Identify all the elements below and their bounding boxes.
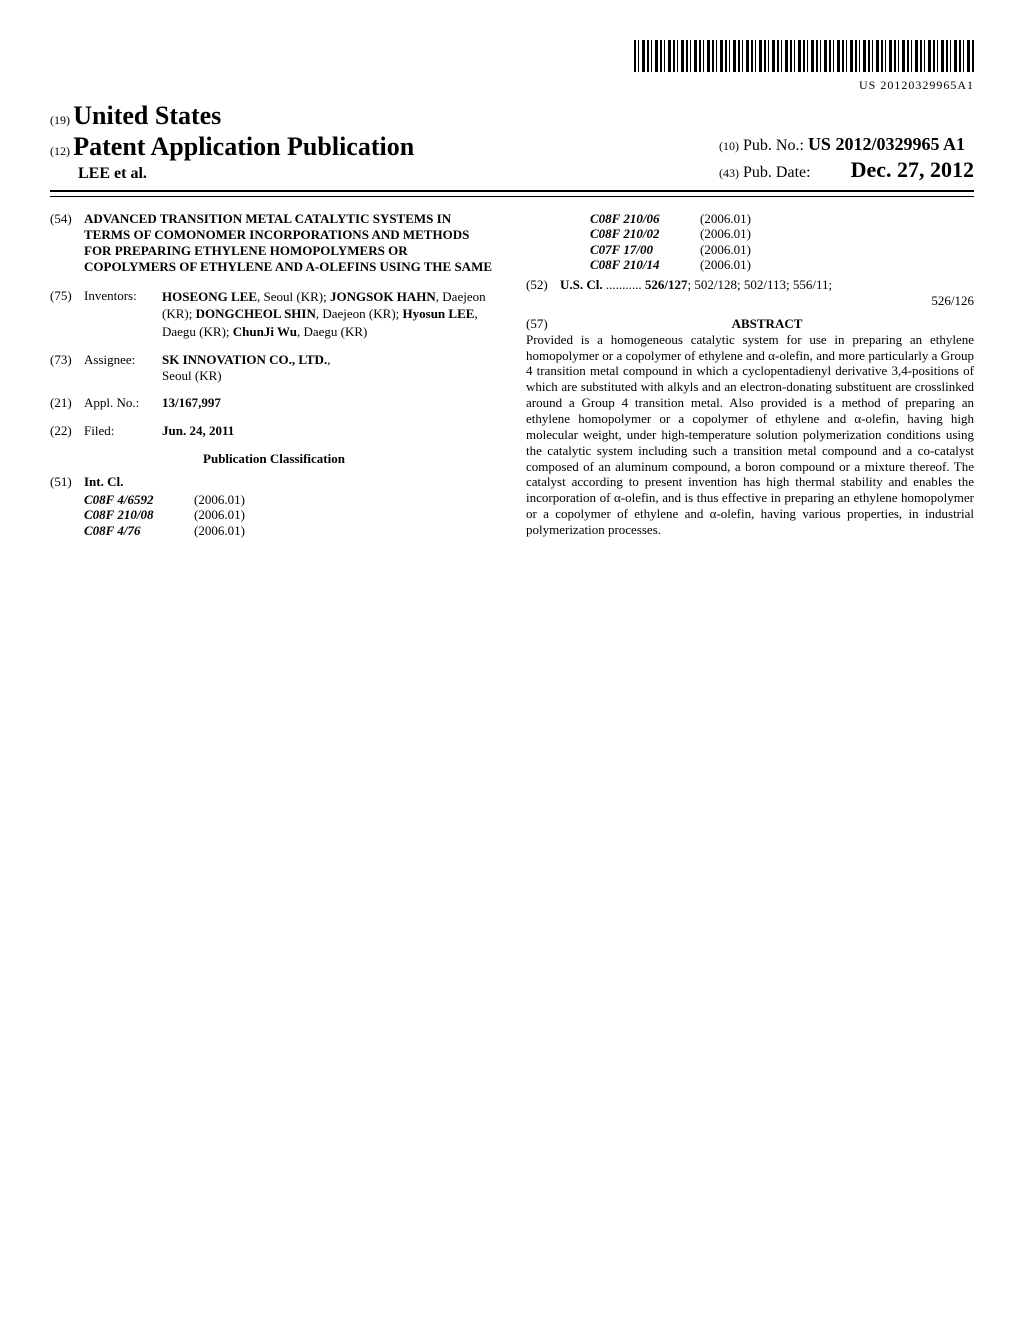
intcl-year: (2006.01) (700, 211, 751, 227)
intcl-year: (2006.01) (700, 257, 751, 273)
intcl-year: (2006.01) (194, 492, 245, 508)
assignee-label: Assignee: (84, 352, 162, 368)
field-21-num: (21) (50, 395, 84, 411)
intcl-item: C07F 17/00 (2006.01) (590, 242, 974, 258)
field-12-num: (12) (50, 144, 70, 158)
inventor-loc: Daejeon (KR) (322, 306, 395, 321)
field-19-num: (19) (50, 113, 70, 127)
inventors-list: HOSEONG LEE, Seoul (KR); JONGSOK HAHN, D… (162, 288, 498, 341)
inventors-field: (75) Inventors: HOSEONG LEE, Seoul (KR);… (50, 288, 498, 341)
publication-header: (19) United States (12) Patent Applicati… (50, 100, 974, 192)
field-22-num: (22) (50, 423, 84, 439)
intcl-item: C08F 210/02 (2006.01) (590, 226, 974, 242)
inventor-name: ChunJi Wu (233, 324, 297, 339)
appl-no-field: (21) Appl. No.: 13/167,997 (50, 395, 498, 411)
field-54-num: (54) (50, 211, 84, 227)
abstract-body: Provided is a homogeneous catalytic syst… (526, 332, 974, 538)
uscl-line2: 526/126 (526, 293, 974, 309)
intcl-code: C07F 17/00 (590, 242, 700, 258)
pub-no-label: Pub. No.: (743, 137, 804, 154)
intcl-item: C08F 210/06 (2006.01) (590, 211, 974, 227)
appl-no-label: Appl. No.: (84, 395, 162, 411)
uscl-value: U.S. Cl. ........... 526/127; 502/128; 5… (560, 277, 974, 293)
intcl-code: C08F 210/08 (84, 507, 194, 523)
barcode-graphic (634, 40, 974, 72)
filed-label: Filed: (84, 423, 162, 439)
uscl-label: U.S. Cl. (560, 277, 603, 292)
author-surname-line: LEE et al. (78, 164, 414, 183)
inventor-name: HOSEONG LEE (162, 289, 257, 304)
field-43-num: (43) (719, 166, 739, 180)
abstract-heading: ABSTRACT (560, 316, 974, 332)
uscl-field: (52) U.S. Cl. ........... 526/127; 502/1… (526, 277, 974, 293)
inventor-name: Hyosun LEE (403, 306, 475, 321)
barcode-number: US 20120329965A1 (50, 78, 974, 92)
left-column: (54) ADVANCED TRANSITION METAL CATALYTIC… (50, 211, 498, 539)
intcl-item: C08F 4/76 (2006.01) (84, 523, 498, 539)
publication-type: Patent Application Publication (73, 132, 414, 161)
intcl-code: C08F 4/76 (84, 523, 194, 539)
pub-no-value: US 2012/0329965 A1 (808, 134, 965, 154)
header-right: (10) Pub. No.: US 2012/0329965 A1 (43) P… (719, 134, 974, 184)
field-73-num: (73) (50, 352, 84, 368)
inventor-loc: Daegu (KR) (162, 324, 226, 339)
appl-no-value: 13/167,997 (162, 395, 498, 411)
intcl-year: (2006.01) (194, 507, 245, 523)
inventor-loc: Daegu (KR) (303, 324, 367, 339)
header-rule (50, 196, 974, 197)
inventors-label: Inventors: (84, 288, 162, 304)
intcl-code: C08F 210/06 (590, 211, 700, 227)
pub-class-heading: Publication Classification (50, 451, 498, 467)
intcl-code: C08F 210/02 (590, 226, 700, 242)
intcl-year: (2006.01) (700, 242, 751, 258)
field-57-num: (57) (526, 316, 560, 332)
intcl-item: C08F 210/14 (2006.01) (590, 257, 974, 273)
assignee-loc: Seoul (KR) (162, 368, 222, 383)
assignee-field: (73) Assignee: SK INNOVATION CO., LTD., … (50, 352, 498, 383)
assignee-name: SK INNOVATION CO., LTD. (162, 352, 327, 367)
field-52-num: (52) (526, 277, 560, 293)
barcode-region: US 20120329965A1 (50, 40, 974, 92)
intcl-code: C08F 210/14 (590, 257, 700, 273)
assignee-value: SK INNOVATION CO., LTD., Seoul (KR) (162, 352, 498, 383)
uscl-dots: ........... (603, 277, 642, 292)
intcl-code: C08F 4/6592 (84, 492, 194, 508)
pub-date-value: Dec. 27, 2012 (851, 157, 974, 182)
right-column: C08F 210/06 (2006.01) C08F 210/02 (2006.… (526, 211, 974, 539)
intcl-field: (51) Int. Cl. (50, 474, 498, 490)
country-name: United States (73, 101, 221, 130)
header-left: (19) United States (12) Patent Applicati… (50, 100, 414, 184)
pub-date-label: Pub. Date: (743, 164, 811, 181)
field-75-num: (75) (50, 288, 84, 304)
inventor-name: JONGSOK HAHN (330, 289, 436, 304)
inventor-loc: Seoul (KR) (264, 289, 324, 304)
invention-title: ADVANCED TRANSITION METAL CATALYTIC SYST… (84, 211, 498, 276)
intcl-year: (2006.01) (700, 226, 751, 242)
field-10-num: (10) (719, 139, 739, 153)
field-51-num: (51) (50, 474, 84, 490)
title-field: (54) ADVANCED TRANSITION METAL CATALYTIC… (50, 211, 498, 276)
filed-field: (22) Filed: Jun. 24, 2011 (50, 423, 498, 439)
intcl-label: Int. Cl. (84, 474, 498, 490)
inventor-name: DONGCHEOL SHIN (196, 306, 316, 321)
intcl-year: (2006.01) (194, 523, 245, 539)
biblio-columns: (54) ADVANCED TRANSITION METAL CATALYTIC… (50, 211, 974, 539)
filed-value: Jun. 24, 2011 (162, 423, 498, 439)
intcl-item: C08F 4/6592 (2006.01) (84, 492, 498, 508)
intcl-item: C08F 210/08 (2006.01) (84, 507, 498, 523)
